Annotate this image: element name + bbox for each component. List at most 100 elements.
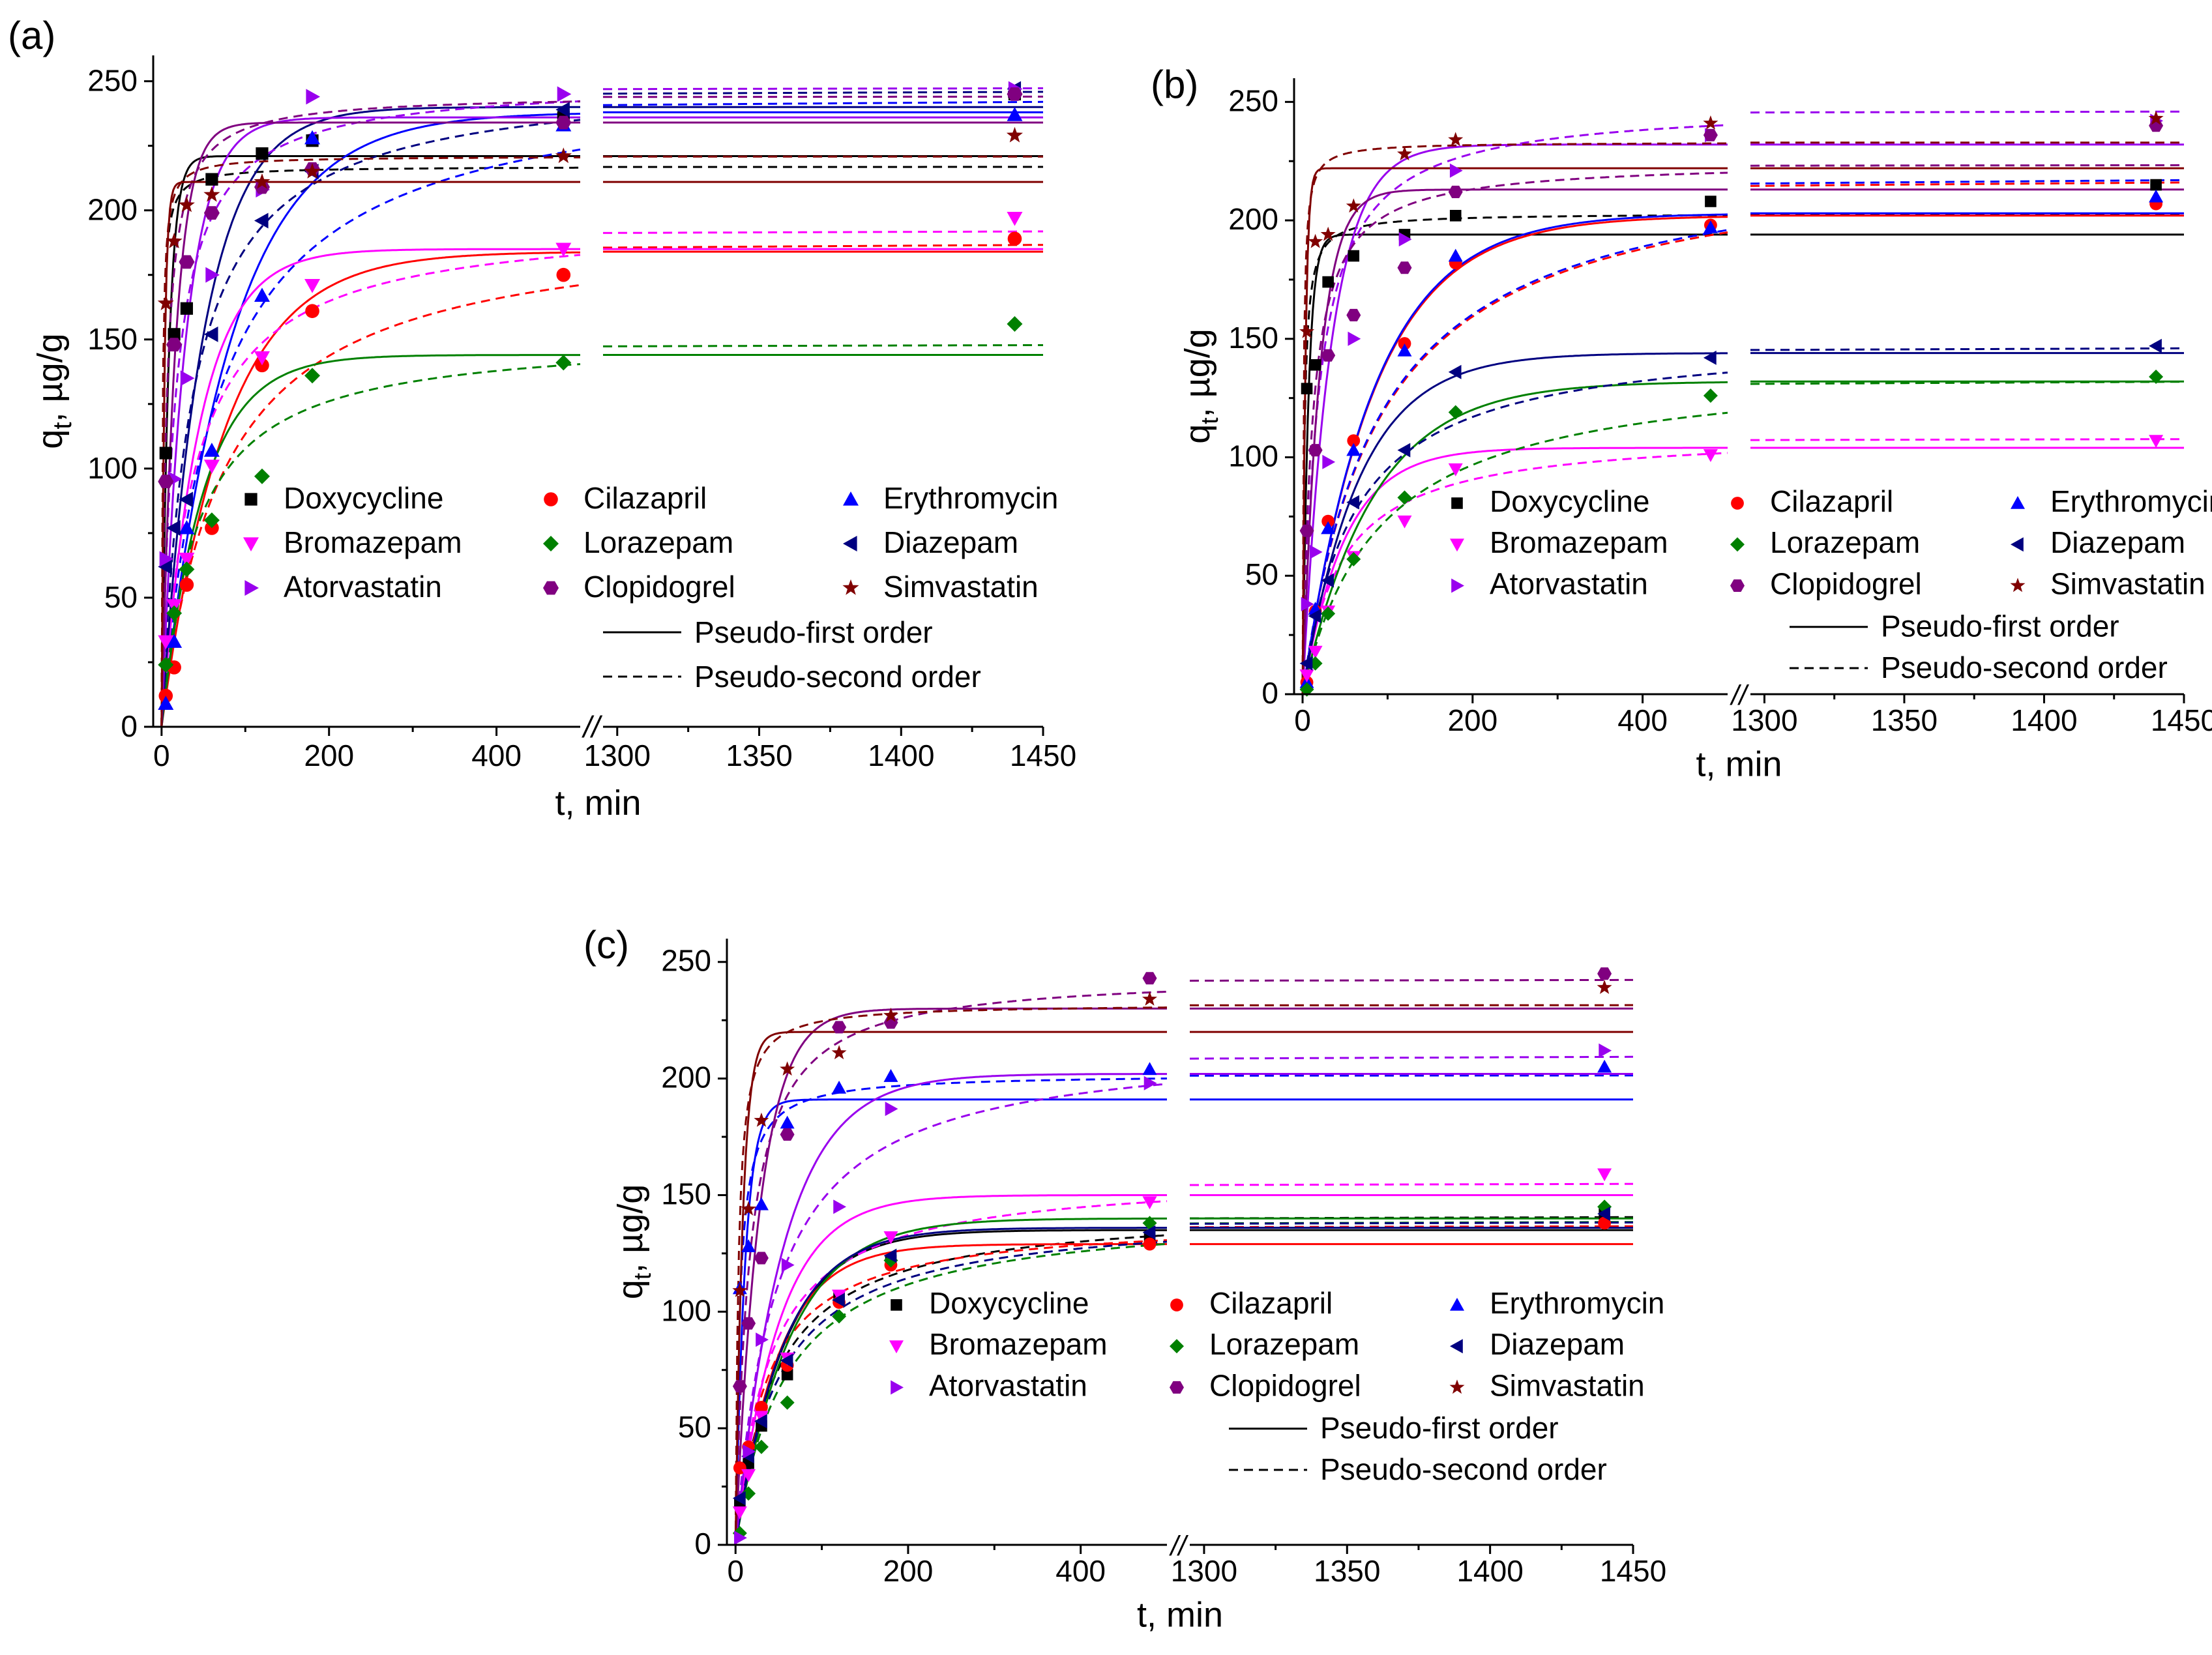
y-tick-label: 50: [1245, 557, 1278, 591]
legend-bromazepam-label: Bromazepam: [929, 1327, 1108, 1361]
bromazepam-point: [1308, 645, 1323, 659]
clopidogrel-point: [780, 1128, 795, 1141]
y-tick-label: 150: [661, 1177, 711, 1210]
legend-clopidogrel-marker: [1730, 579, 1745, 592]
atorvastatin-point: [756, 1332, 769, 1347]
diazepam-point: [179, 491, 193, 508]
erythromycin-point: [754, 1197, 769, 1210]
diazepam-point: [1703, 350, 1717, 365]
fit-curves: [734, 978, 1634, 1545]
legend-cilazapril-label: Cilazapril: [583, 481, 707, 515]
atorvastatin-point: [1348, 331, 1361, 346]
legend-clopidogrel-marker: [1170, 1381, 1184, 1394]
bromazepam-point: [2149, 435, 2164, 448]
x-axis-title: t, min: [1137, 1596, 1223, 1635]
diazepam-pfo-curve: [734, 1227, 1167, 1545]
x-tick-label: 0: [153, 739, 170, 772]
clopidogrel-point: [1007, 87, 1023, 101]
bromazepam-point: [555, 242, 572, 257]
axis-break-mark: //: [1730, 680, 1750, 711]
y-tick-label: 0: [694, 1527, 711, 1560]
clopidogrel-pso-curve-right: [1750, 164, 2185, 167]
simvastatin-point: [1346, 198, 1361, 213]
legend: Doxycycline Cilazapril Erythromycin Bromaze…: [243, 481, 1058, 694]
erythromycin-point: [1448, 248, 1463, 262]
bromazepam-point: [304, 278, 321, 293]
erythromycin-pfo-curve: [1301, 213, 1728, 695]
diazepam-point: [1142, 1225, 1156, 1240]
lorazepam-point: [1448, 405, 1463, 420]
axes: // 0 50 100 150 200 250 0 200 400 1300 1350 1400 1450: [1228, 78, 2212, 737]
bromazepam-point: [254, 351, 270, 366]
lorazepam-point: [832, 1309, 847, 1324]
atorvastatin-point: [833, 1199, 847, 1214]
simvastatin-point: [831, 1045, 847, 1060]
doxycycline-pso-curve: [160, 166, 580, 727]
erythromycin-point: [741, 1239, 756, 1252]
atorvastatin-point: [557, 86, 572, 102]
y-axis-title: qt, µg/g: [611, 1184, 656, 1300]
atorvastatin-point: [885, 1102, 898, 1117]
cilazapril-point: [1598, 1216, 1612, 1230]
diazepam-point: [754, 1414, 767, 1429]
lorazepam-point: [754, 1439, 769, 1454]
y-tick-label: 250: [87, 64, 138, 98]
erythromycin-pso-curve-right: [1750, 179, 2185, 185]
atorvastatin-point: [1398, 232, 1412, 247]
doxycycline-point: [205, 173, 218, 186]
bromazepam-point: [179, 552, 195, 567]
y-tick-label: 250: [1228, 83, 1278, 117]
simvastatin-point: [741, 1201, 756, 1216]
legend-diazepam-label: Diazepam: [1490, 1327, 1625, 1361]
clopidogrel-point: [754, 1252, 769, 1265]
cilazapril-point: [179, 578, 194, 592]
simvastatin-point: [732, 1283, 748, 1297]
diazepam-point: [1321, 573, 1334, 588]
bromazepam-pfo-curve: [160, 248, 580, 727]
legend-atorvastatin-marker: [891, 1380, 904, 1395]
x-tick-label: 1400: [868, 739, 934, 772]
legend-lorazepam-marker: [1170, 1339, 1184, 1354]
simvastatin-point: [1597, 980, 1612, 994]
lorazepam-point: [1321, 606, 1336, 621]
simvastatin-point: [1006, 126, 1023, 143]
lorazepam-pso-curve: [160, 363, 581, 727]
bromazepam-pso-curve-right: [1750, 438, 2185, 441]
diazepam-point: [203, 326, 218, 342]
diazepam-point: [1308, 609, 1321, 624]
lorazepam-pfo-curve: [734, 1217, 1167, 1545]
atorvastatin-point: [1599, 1043, 1612, 1058]
erythromycin-point: [832, 1080, 847, 1094]
y-tick-label: 0: [121, 709, 138, 743]
erythromycin-point: [2149, 189, 2164, 203]
simvastatin-point: [254, 173, 271, 189]
cilazapril-point: [305, 304, 319, 318]
atorvastatin-pfo-curve: [734, 1073, 1167, 1545]
legend-clopidogrel-label: Clopidogrel: [1770, 566, 1922, 600]
legend-bromazepam-label: Bromazepam: [1490, 525, 1668, 559]
panel-label: (b): [1151, 63, 1198, 106]
legend-doxycycline-marker: [1451, 497, 1463, 509]
bromazepam-point: [1142, 1196, 1157, 1210]
bromazepam-point: [1703, 449, 1718, 462]
atorvastatin-pfo-curve: [160, 116, 580, 727]
legend-diazepam-marker: [843, 536, 857, 551]
x-tick-label: 0: [1294, 703, 1311, 737]
simvastatin-point: [555, 147, 572, 164]
legend-clopidogrel-label: Clopidogrel: [583, 570, 735, 604]
bromazepam-point: [158, 635, 174, 650]
x-tick-label: 1300: [584, 739, 651, 772]
cilazapril-point: [1143, 1237, 1157, 1251]
y-tick-label: 50: [104, 580, 138, 614]
simvastatin-pfo-curve: [1301, 167, 1728, 695]
clopidogrel-point: [1397, 261, 1412, 274]
erythromycin-point: [1703, 220, 1718, 233]
clopidogrel-pso-curve: [1301, 171, 1728, 695]
panel-b: // 0 50 100 150 200 250 0 200 400 1300 1350 1400 1450…: [1151, 63, 2212, 784]
legend-bromazepam-marker: [889, 1340, 904, 1354]
simvastatin-point: [1397, 146, 1412, 161]
doxycycline-point: [159, 447, 172, 460]
clopidogrel-point: [1448, 185, 1463, 198]
x-tick-label: 1350: [726, 739, 792, 772]
y-axis-title: qt, µg/g: [31, 333, 77, 448]
